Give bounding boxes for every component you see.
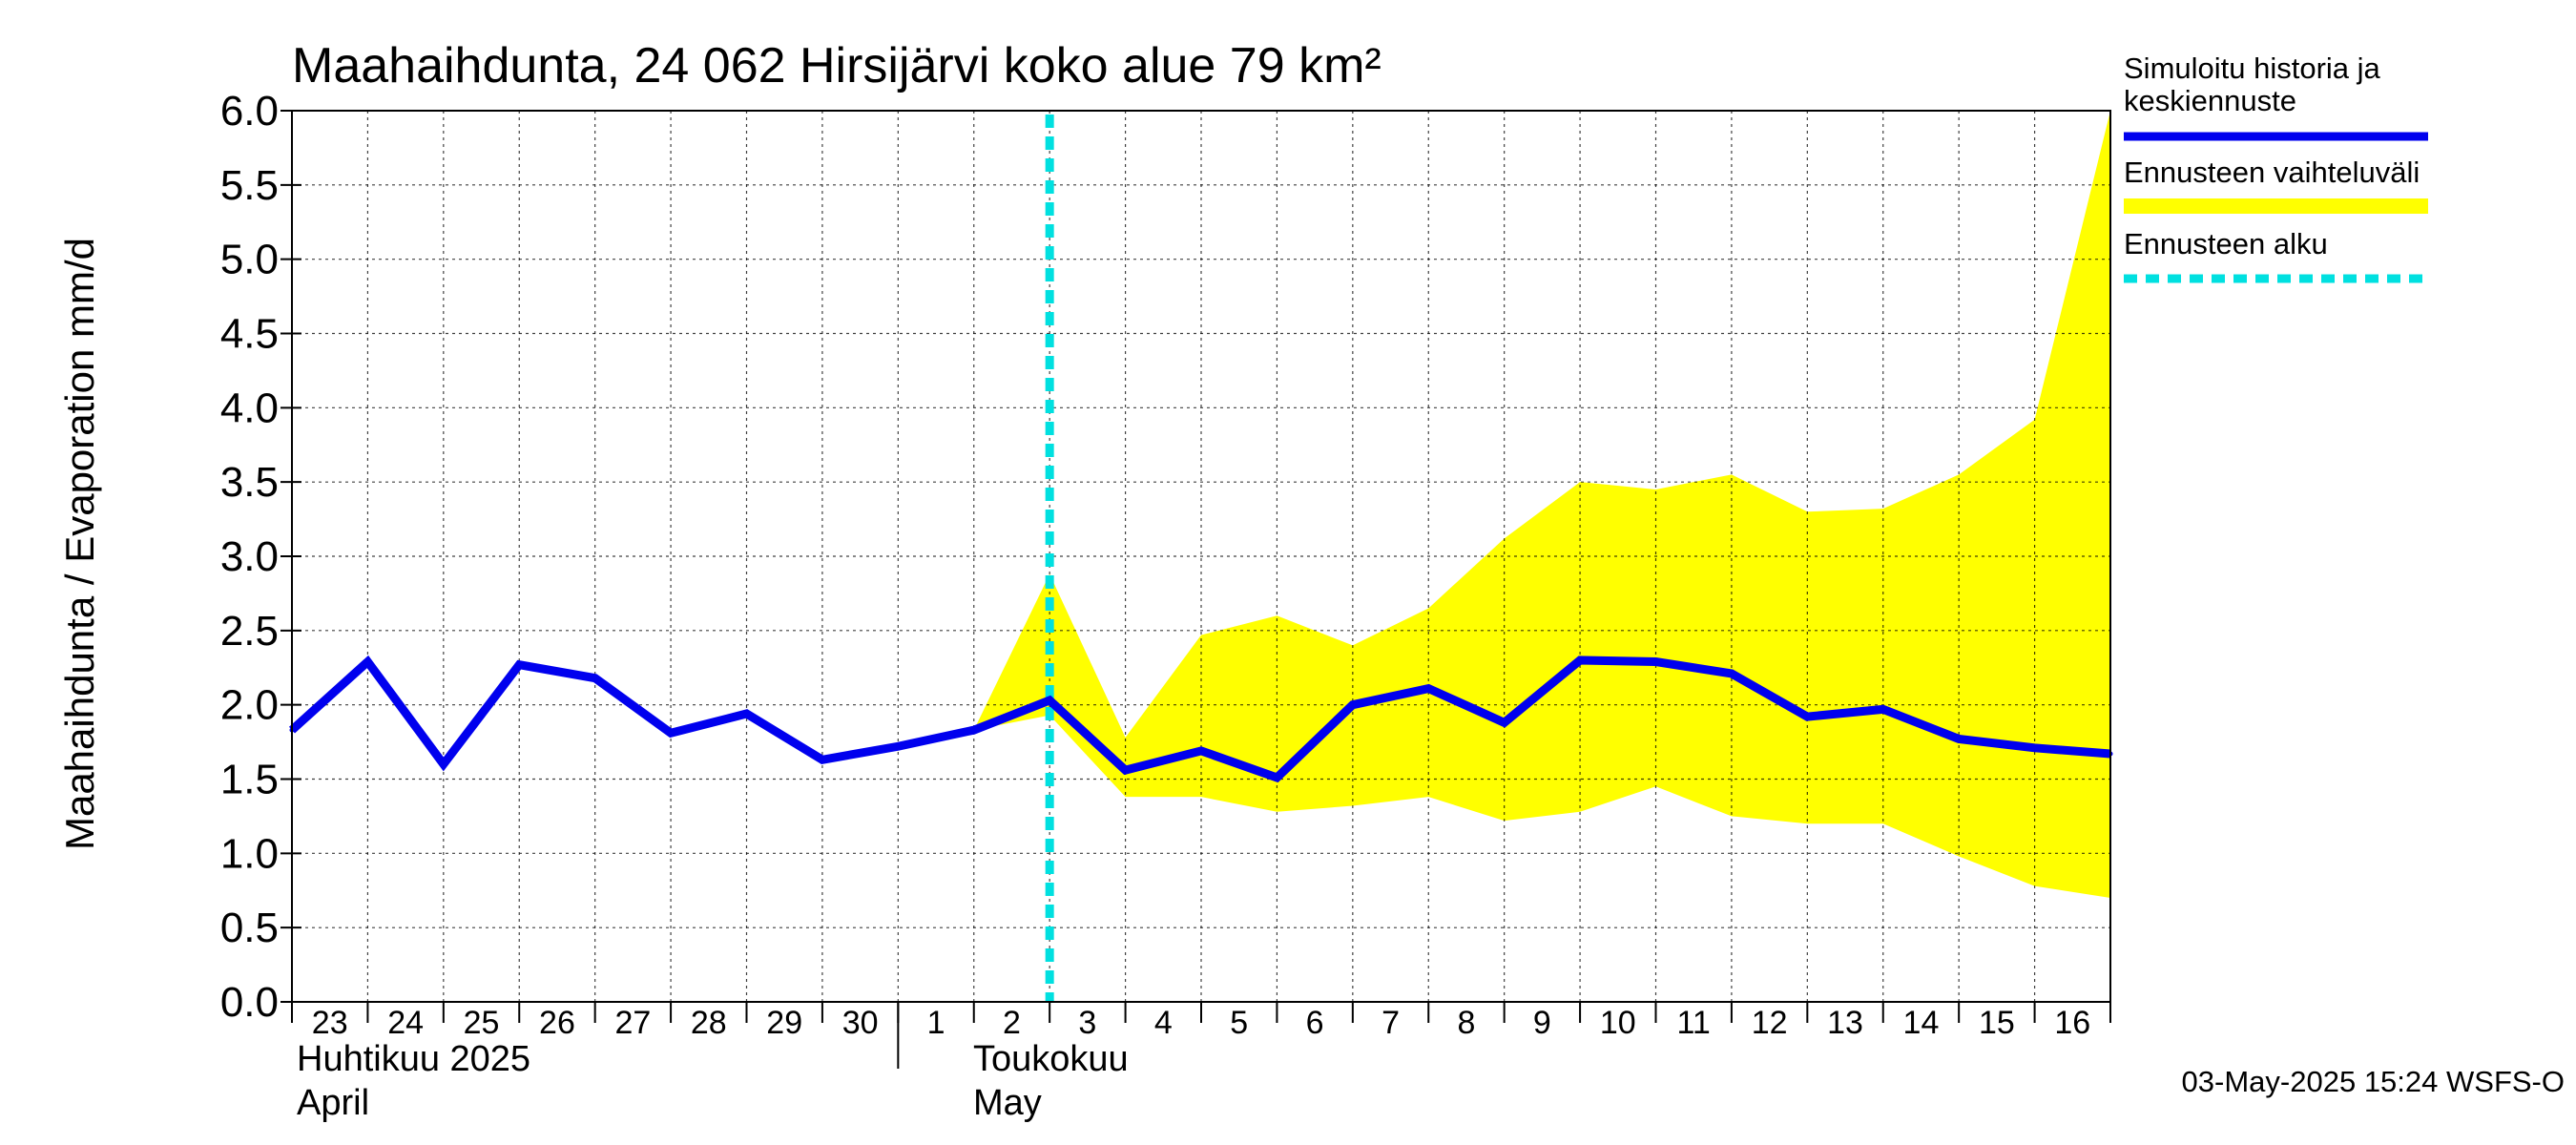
series-point: [1804, 714, 1810, 719]
x-tick-label: 26: [539, 1005, 575, 1041]
series-point: [516, 662, 522, 668]
series-point: [668, 730, 674, 736]
series-point: [1653, 659, 1658, 665]
y-tick-label: 3.0: [220, 533, 279, 580]
series-point: [364, 659, 370, 665]
x-tick-label: 8: [1457, 1005, 1475, 1041]
series-point: [1047, 697, 1052, 703]
x-tick-label: 15: [1979, 1005, 2015, 1041]
series-point: [1350, 702, 1356, 708]
y-tick-label: 0.0: [220, 979, 279, 1026]
series-point: [895, 743, 901, 749]
x-tick-label: 29: [766, 1005, 802, 1041]
x-tick-label: 28: [691, 1005, 727, 1041]
x-tick-label: 25: [464, 1005, 500, 1041]
x-tick-label: 1: [927, 1005, 945, 1041]
x-tick-label: 13: [1827, 1005, 1863, 1041]
x-tick-label: 11: [1677, 1005, 1711, 1041]
y-tick-label: 6.0: [220, 88, 279, 135]
series-point: [971, 727, 977, 733]
y-tick-label: 4.5: [220, 311, 279, 358]
legend-label: keskiennuste: [2124, 84, 2296, 117]
forecast-range-band: [973, 111, 2110, 899]
month-label-may-fi: Toukokuu: [973, 1039, 1129, 1079]
x-tick-label: 16: [2054, 1005, 2090, 1041]
grid-layer: [291, 110, 2111, 1003]
series-point: [2032, 745, 2038, 751]
series-point: [1274, 775, 1279, 781]
series-point: [441, 761, 447, 767]
x-tick-label: 4: [1154, 1005, 1173, 1041]
series-point: [1880, 706, 1886, 712]
series-layer: [288, 655, 2113, 783]
series-point: [744, 711, 749, 717]
x-tick-label: 5: [1230, 1005, 1248, 1041]
series-point: [1123, 767, 1129, 773]
y-tick-label: 2.0: [220, 682, 279, 729]
legend-label: Simuloitu historia ja: [2124, 52, 2381, 85]
x-tick-labels: 23 24 25 26 27 28 29 30 1 2 3 4 5 6 7 8 9 10 11 12 13 14 15 16: [312, 1005, 2090, 1041]
x-tick-label: 6: [1306, 1005, 1324, 1041]
axes-layer: [280, 110, 2111, 1069]
y-tick-labels: 0.0 0.5 1.0 1.5 2.0 2.5 3.0 3.5 4.0 4.5 5.0 5.5 6.0: [220, 88, 279, 1026]
x-tick-label: 7: [1381, 1005, 1400, 1041]
month-label-april-fi: Huhtikuu 2025: [297, 1039, 530, 1079]
legend-swatch-range: [2124, 198, 2428, 214]
series-point: [1198, 748, 1204, 754]
y-tick-label: 5.0: [220, 237, 279, 283]
series-point: [1729, 671, 1735, 677]
series-point: [1425, 686, 1431, 692]
y-tick-label: 1.0: [220, 830, 279, 877]
month-label-april-en: April: [297, 1083, 369, 1123]
series-point: [820, 757, 825, 762]
x-tick-label: 10: [1600, 1005, 1636, 1041]
series-point: [1956, 736, 1962, 741]
x-tick-label: 27: [614, 1005, 651, 1041]
y-tick-label: 1.5: [220, 757, 279, 803]
legend-label: Ennusteen vaihteluväli: [2124, 156, 2420, 189]
x-tick-label: 12: [1752, 1005, 1788, 1041]
y-tick-label: 4.0: [220, 385, 279, 431]
x-tick-label: 9: [1533, 1005, 1551, 1041]
y-tick-label: 2.5: [220, 608, 279, 655]
forecast-range-band-layer: [973, 111, 2110, 899]
footer-timestamp: 03-May-2025 15:24 WSFS-O: [2182, 1065, 2565, 1098]
month-label-may-en: May: [973, 1083, 1042, 1123]
chart-title: Maahaihdunta, 24 062 Hirsijärvi koko alu…: [292, 38, 1381, 94]
x-tick-label: 2: [1003, 1005, 1021, 1041]
y-axis-label: Maahaihdunta / Evaporation mm/d: [57, 238, 102, 850]
x-tick-label: 23: [312, 1005, 348, 1041]
legend-label: Ennusteen alku: [2124, 227, 2328, 260]
series-point: [1502, 719, 1507, 725]
x-tick-label: 30: [842, 1005, 879, 1041]
y-tick-label: 5.5: [220, 162, 279, 209]
x-tick-label: 24: [387, 1005, 424, 1041]
series-point: [1577, 657, 1583, 663]
y-tick-label: 0.5: [220, 905, 279, 951]
x-tick-label: 3: [1078, 1005, 1096, 1041]
x-tick-label: 14: [1903, 1005, 1940, 1041]
y-tick-label: 3.5: [220, 459, 279, 506]
series-point: [592, 676, 598, 681]
